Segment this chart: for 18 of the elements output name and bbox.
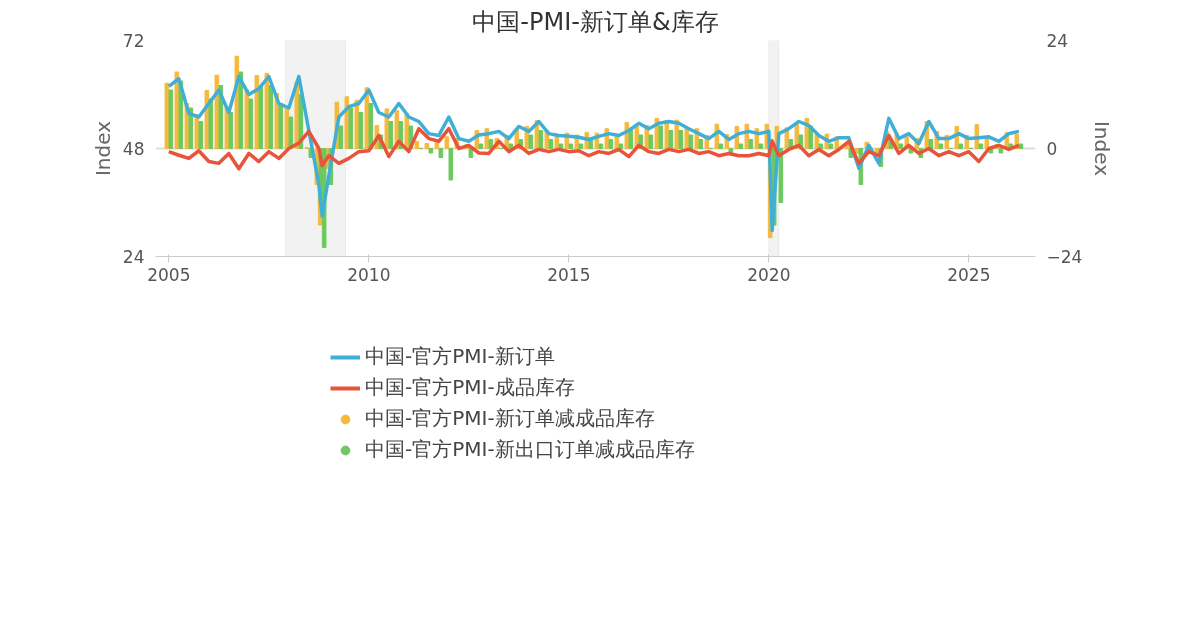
y2-axis-title: Index [1090,120,1115,177]
y2-tick-label: 24 [1046,31,1069,51]
x-tick-label: 2005 [147,264,191,285]
y2-tick-label: −24 [1046,247,1083,267]
chart-title: 中国-PMI-新订单&库存 [472,7,719,36]
legend-label: 中国-官方PMI-新订单 [365,343,555,370]
x-tick-label: 2025 [947,264,991,285]
legend-label: 中国-官方PMI-新订单减成品库存 [365,405,655,432]
legend-label: 中国-官方PMI-新出口订单减成品库存 [365,436,695,463]
legend-label: 中国-官方PMI-成品库存 [365,374,575,401]
x-tick-label: 2020 [747,264,791,285]
y-tick-label: 24 [122,247,145,267]
y-tick-label: 48 [122,139,145,159]
y-axis-title: Index [90,120,115,177]
x-tick-label: 2015 [547,264,591,285]
x-tick-label: 2010 [347,264,391,285]
y-tick-label: 72 [122,31,145,51]
y2-tick-label: 0 [1046,139,1058,159]
